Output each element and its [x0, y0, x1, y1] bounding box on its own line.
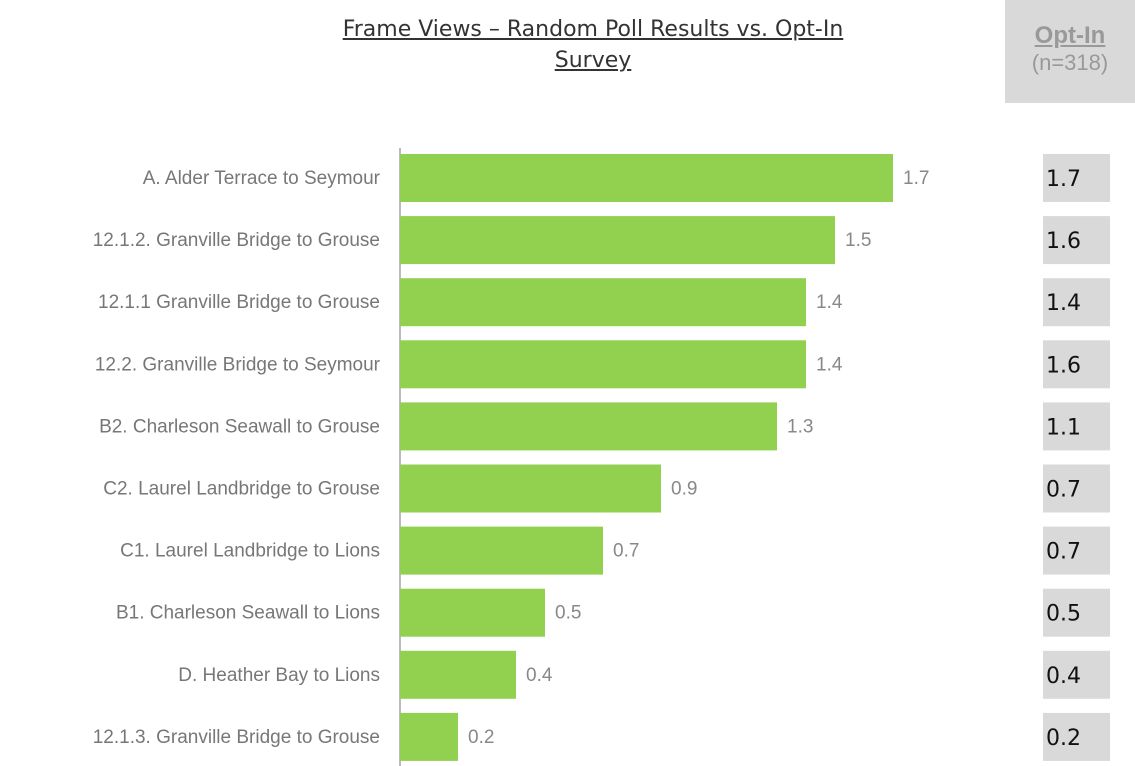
chart-title: Frame Views – Random Poll Results vs. Op… [342, 17, 844, 73]
opt-in-cell [1043, 216, 1110, 265]
category-label: 12.1.2. Granville Bridge to Grouse [93, 230, 380, 251]
value-label: 1.5 [845, 230, 871, 251]
value-label: 1.4 [816, 292, 843, 313]
opt-in-value: 1.4 [1046, 291, 1081, 316]
opt-in-cell [1043, 650, 1110, 699]
opt-in-cell [1043, 154, 1110, 202]
value-label: 0.9 [671, 479, 697, 500]
category-label: 12.1.3. Granville Bridge to Grouse [93, 727, 380, 748]
bar [400, 588, 545, 637]
bar [400, 216, 835, 265]
opt-in-value: 0.7 [1046, 540, 1081, 565]
value-label: 0.4 [526, 665, 553, 686]
bar [400, 340, 806, 389]
category-label: C2. Laurel Landbridge to Grouse [103, 479, 380, 500]
value-label: 0.2 [468, 727, 494, 748]
category-label: B1. Charleson Seawall to Lions [116, 603, 380, 624]
category-label: D. Heather Bay to Lions [178, 665, 380, 686]
opt-in-value: 1.6 [1046, 229, 1081, 254]
value-label: 1.3 [787, 416, 813, 437]
opt-in-value: 0.2 [1046, 726, 1081, 751]
category-label: 12.1.1 Granville Bridge to Grouse [98, 292, 380, 313]
bar [400, 154, 893, 202]
opt-in-value: 0.7 [1046, 478, 1081, 503]
opt-in-value: 1.7 [1046, 167, 1081, 192]
value-label: 1.4 [816, 354, 843, 375]
opt-in-value: 1.6 [1046, 353, 1081, 378]
opt-in-value: 1.1 [1046, 415, 1081, 440]
bar [400, 402, 777, 451]
category-label: A. Alder Terrace to Seymour [143, 168, 381, 189]
bar [400, 526, 603, 575]
category-label: 12.2. Granville Bridge to Seymour [95, 354, 381, 375]
opt-in-cell [1043, 464, 1110, 513]
opt-in-header: Opt-In (n=318) [1005, 0, 1135, 103]
bar [400, 650, 516, 699]
opt-in-cell [1043, 402, 1110, 451]
opt-in-cell [1043, 278, 1110, 327]
opt-in-value: 0.4 [1046, 664, 1081, 689]
bar [400, 712, 458, 761]
category-label: C1. Laurel Landbridge to Lions [120, 541, 380, 562]
opt-in-subtitle: (n=318) [1031, 50, 1109, 75]
opt-in-cell [1043, 712, 1110, 761]
opt-in-cell [1043, 340, 1110, 389]
opt-in-cell [1043, 526, 1110, 575]
opt-in-cell [1043, 588, 1110, 637]
bar [400, 278, 806, 327]
opt-in-title: Opt-In [1034, 22, 1106, 49]
value-label: 0.5 [555, 603, 581, 624]
value-label: 0.7 [613, 541, 639, 562]
opt-in-value: 0.5 [1046, 602, 1081, 627]
value-label: 1.7 [903, 168, 929, 189]
bar [400, 464, 661, 513]
category-label: B2. Charleson Seawall to Grouse [99, 416, 380, 437]
